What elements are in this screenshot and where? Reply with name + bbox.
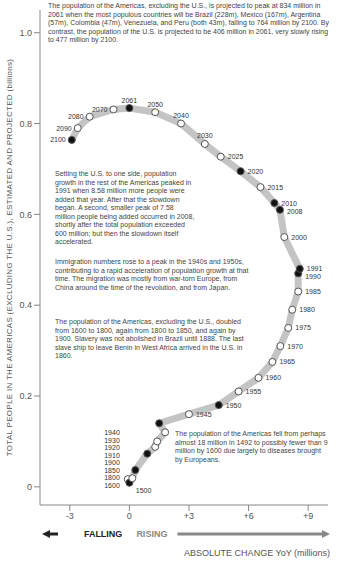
svg-text:1990: 1990: [305, 273, 321, 280]
svg-text:1930: 1930: [104, 437, 120, 444]
svg-text:1910: 1910: [104, 452, 120, 459]
svg-text:2100: 2100: [50, 136, 66, 143]
html-text:The population of the Americas: The population of the Americas, excludin…: [55, 318, 244, 359]
svg-text:1.0: 1.0: [19, 28, 32, 38]
svg-text:2015: 2015: [267, 184, 283, 191]
svg-text:2090: 2090: [56, 125, 72, 132]
svg-text:1920: 1920: [104, 444, 120, 451]
svg-text:2025: 2025: [228, 153, 244, 160]
svg-text:1960: 1960: [265, 374, 281, 381]
svg-text:+3: +3: [184, 511, 194, 521]
svg-text:RISING: RISING: [136, 529, 167, 539]
svg-text:2008: 2008: [287, 208, 303, 215]
svg-text:1850: 1850: [104, 467, 120, 474]
html-text:Setting the U.S. to one side,: Setting the U.S. to one side, population…: [55, 170, 195, 245]
svg-text:FALLING: FALLING: [84, 529, 123, 539]
svg-text:+9: +9: [303, 511, 313, 521]
svg-text:+6: +6: [243, 511, 253, 521]
svg-text:2010: 2010: [281, 200, 297, 207]
svg-text:1500: 1500: [136, 487, 152, 494]
svg-text:1985: 1985: [305, 288, 321, 295]
svg-text:0: 0: [127, 511, 132, 521]
svg-text:2000: 2000: [291, 234, 307, 241]
html-text:The population of the Americas: The population of the Americas fell from…: [175, 430, 328, 463]
svg-text:1970: 1970: [287, 343, 303, 350]
svg-text:2061: 2061: [122, 97, 138, 104]
svg-text:2020: 2020: [248, 168, 264, 175]
svg-text:1800: 1800: [104, 474, 120, 481]
svg-text:2080: 2080: [68, 113, 84, 120]
svg-text:1975: 1975: [295, 324, 311, 331]
svg-text:0.2: 0.2: [19, 391, 32, 401]
svg-text:2070: 2070: [92, 106, 108, 113]
svg-text:1945: 1945: [196, 411, 212, 418]
html-text:The population of the Americas: The population of the Americas, excludin…: [48, 2, 329, 43]
svg-text:0: 0: [27, 482, 32, 492]
html-text:Immigration numbers rose to a: Immigration numbers rose to a peak in th…: [55, 258, 249, 291]
svg-text:2030: 2030: [197, 132, 213, 139]
svg-text:1980: 1980: [299, 306, 315, 313]
svg-text:1940: 1940: [104, 429, 120, 436]
svg-text:0.4: 0.4: [19, 300, 32, 310]
svg-text:2050: 2050: [147, 101, 163, 108]
svg-text:1991: 1991: [307, 265, 323, 272]
svg-text:ABSOLUTE CHANGE YoY (millions): ABSOLUTE CHANGE YoY (millions): [184, 548, 330, 558]
svg-text:0.8: 0.8: [19, 119, 32, 129]
svg-text:-3: -3: [66, 511, 74, 521]
svg-text:1950: 1950: [226, 402, 242, 409]
svg-text:TOTAL PEOPLE IN THE AMERICAS (: TOTAL PEOPLE IN THE AMERICAS (EXCLUDING …: [8, 59, 14, 456]
svg-text:0.6: 0.6: [19, 210, 32, 220]
svg-text:1900: 1900: [104, 459, 120, 466]
svg-text:1600: 1600: [104, 482, 120, 489]
svg-text:2040: 2040: [173, 112, 189, 119]
svg-text:1965: 1965: [279, 358, 295, 365]
svg-text:1955: 1955: [246, 388, 262, 395]
